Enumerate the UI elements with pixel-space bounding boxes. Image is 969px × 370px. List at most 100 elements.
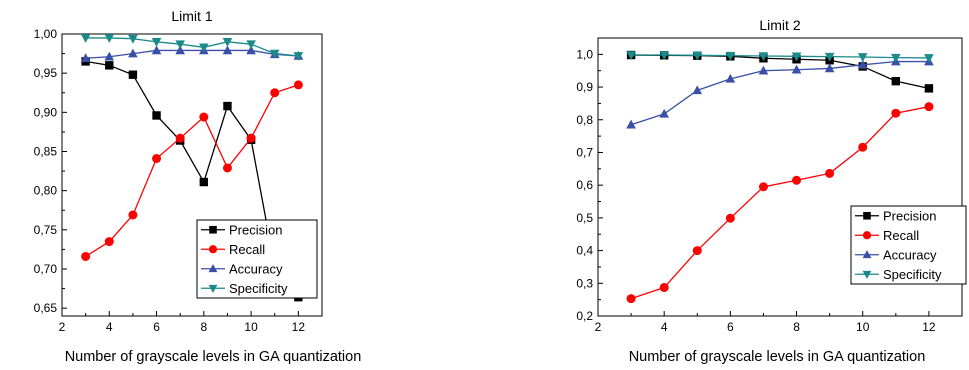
y-tick-label: 0,95 xyxy=(34,66,58,80)
data-point xyxy=(151,45,162,55)
series-accuracy xyxy=(80,45,304,63)
chart-title: Limit 1 xyxy=(171,8,212,24)
y-tick-label: 0,3 xyxy=(576,276,593,290)
x-tick-label: 10 xyxy=(244,320,258,334)
y-tick-label: 1,00 xyxy=(34,27,58,41)
legend-swatch-marker xyxy=(862,231,872,240)
data-point xyxy=(80,34,91,43)
data-point xyxy=(792,175,802,185)
data-point xyxy=(104,34,115,43)
x-axis-label: Number of grayscale levels in GA quantiz… xyxy=(65,349,362,365)
data-point xyxy=(293,80,303,90)
data-point xyxy=(725,213,735,223)
series-line xyxy=(631,54,930,90)
legend-swatch-marker xyxy=(863,211,871,220)
legend: Precision Recall Accuracy Specificity xyxy=(850,205,967,285)
data-point xyxy=(858,142,868,152)
series-line xyxy=(85,49,299,59)
data-point xyxy=(104,51,115,61)
data-point xyxy=(692,85,703,95)
y-tick-label: 0,5 xyxy=(576,211,593,225)
series-line xyxy=(85,37,299,57)
plot-frame xyxy=(597,37,963,317)
x-tick-label: 12 xyxy=(922,320,936,334)
legend: Precision Recall Accuracy Specificity xyxy=(196,219,318,299)
y-tick-label: 0,2 xyxy=(576,309,593,323)
x-tick-label: 4 xyxy=(661,320,668,334)
data-point xyxy=(659,108,669,118)
legend-swatch-marker xyxy=(208,264,218,273)
data-point xyxy=(128,34,138,44)
data-point xyxy=(269,49,280,59)
data-point xyxy=(692,51,703,61)
data-point xyxy=(270,88,280,98)
x-tick-label: 10 xyxy=(856,320,870,334)
series-specificity xyxy=(80,34,304,61)
data-point xyxy=(128,48,138,58)
data-point xyxy=(891,53,901,63)
data-point xyxy=(199,43,209,53)
data-point xyxy=(924,84,934,93)
x-tick-label: 8 xyxy=(793,320,800,334)
data-point xyxy=(824,52,835,62)
legend-swatch-marker xyxy=(862,250,872,259)
data-point xyxy=(152,111,161,120)
legend-swatch-marker xyxy=(208,245,218,254)
legend-label: Precision xyxy=(229,222,282,237)
data-point xyxy=(857,59,868,69)
data-point xyxy=(175,45,185,55)
series-accuracy xyxy=(626,56,934,129)
data-point xyxy=(659,51,669,61)
legend-label: Precision xyxy=(883,208,936,223)
x-tick-label: 2 xyxy=(59,320,66,334)
x-tick-label: 4 xyxy=(106,320,113,334)
y-tick-label: 0,7 xyxy=(576,145,593,159)
data-point xyxy=(758,182,768,192)
data-point xyxy=(222,45,233,55)
chart-title: Limit 2 xyxy=(759,17,800,33)
data-point xyxy=(151,38,162,47)
x-axis-label: Number of grayscale levels in GA quantiz… xyxy=(629,349,926,365)
x-tick-label: 2 xyxy=(595,320,602,334)
data-point xyxy=(222,38,233,47)
series-recall xyxy=(81,80,303,261)
data-point xyxy=(223,101,232,111)
series-recall xyxy=(626,102,934,304)
chart-limit-1: 2 4 6 8 10 12 0,65 0,70 0,75 0,80 0,85 0,90 0,95 1,00… xyxy=(34,8,362,365)
series-line xyxy=(85,84,299,258)
data-point xyxy=(758,65,769,75)
series-line xyxy=(630,106,930,300)
data-point xyxy=(128,210,138,220)
x-tick-label: 12 xyxy=(292,320,306,334)
y-tick-label: 0,9 xyxy=(576,80,593,94)
x-tick-label: 6 xyxy=(727,320,734,334)
data-point xyxy=(791,64,802,74)
series-line xyxy=(85,60,299,298)
data-point xyxy=(293,52,304,61)
data-point xyxy=(105,61,114,70)
data-point xyxy=(128,70,138,79)
data-point xyxy=(246,133,256,143)
y-tick-label: 0,85 xyxy=(34,145,58,159)
data-point xyxy=(626,119,636,129)
data-point xyxy=(692,246,702,256)
data-point xyxy=(199,177,209,187)
data-point xyxy=(659,283,669,293)
legend-label: Specificity xyxy=(883,267,942,282)
legend-label: Recall xyxy=(229,242,265,257)
legend-label: Accuracy xyxy=(883,247,937,262)
data-point xyxy=(924,102,934,112)
data-point xyxy=(825,168,835,178)
legend-label: Recall xyxy=(883,228,919,243)
x-tick-label: 6 xyxy=(153,320,160,334)
data-point xyxy=(626,51,636,61)
data-point xyxy=(175,40,185,50)
y-tick-label: 0,70 xyxy=(34,262,58,276)
data-point xyxy=(175,133,185,143)
data-point xyxy=(891,108,901,118)
data-point xyxy=(104,237,114,247)
data-point xyxy=(725,51,736,61)
series-line xyxy=(630,60,929,126)
y-tick-label: 0,75 xyxy=(34,223,58,237)
